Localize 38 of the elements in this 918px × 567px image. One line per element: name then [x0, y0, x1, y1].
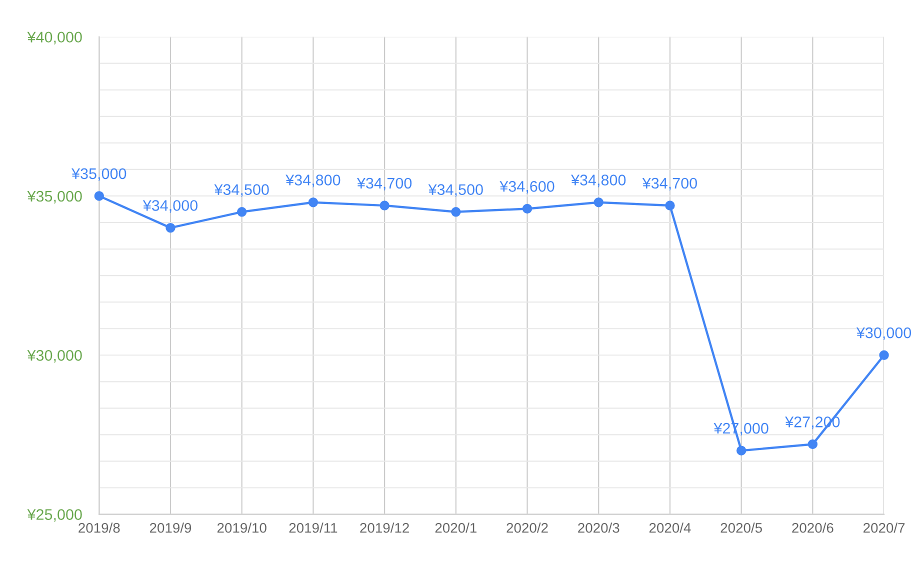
x-tick-label: 2020/5: [720, 522, 762, 533]
point: [879, 350, 889, 360]
data-label: ¥34,000: [142, 200, 198, 213]
y-tick-label: ¥25,000: [27, 509, 82, 522]
point: [236, 207, 247, 217]
point: [451, 207, 461, 217]
data-label: ¥34,500: [428, 184, 483, 197]
point: [308, 197, 318, 208]
point: [808, 439, 818, 450]
data-label: ¥30,000: [856, 327, 912, 340]
x-tick-label: 2020/1: [435, 522, 476, 533]
point: [94, 191, 104, 201]
point: [594, 197, 604, 208]
y-tick-label: ¥35,000: [27, 190, 82, 204]
x-tick-label: 2019/12: [360, 522, 409, 533]
x-tick-label: 2020/7: [863, 522, 905, 533]
point: [665, 200, 675, 210]
x-tick-label: 2020/2: [506, 522, 548, 533]
x-tick-label: 2019/8: [78, 522, 120, 533]
data-label: ¥34,700: [356, 178, 412, 190]
data-label: ¥34,700: [642, 178, 697, 190]
x-tick-label: 2020/3: [578, 522, 620, 533]
x-tick-label: 2019/10: [217, 522, 266, 533]
data-label: ¥34,600: [500, 180, 554, 194]
data-label: ¥34,800: [286, 174, 340, 188]
x-tick-label: 2020/6: [792, 522, 834, 533]
point: [522, 204, 532, 214]
y-tick-label: ¥40,000: [27, 32, 82, 44]
point: [736, 446, 746, 456]
data-label: ¥34,800: [570, 174, 626, 188]
x-tick-label: 2019/11: [289, 522, 338, 533]
x-tick-label: 2019/9: [150, 522, 192, 533]
x-tick-label: 2020/4: [649, 522, 691, 533]
point: [166, 222, 176, 233]
point: [380, 200, 390, 210]
y-tick-label: ¥30,000: [27, 350, 82, 363]
data-label: ¥35,000: [72, 168, 126, 181]
data-label: ¥34,500: [214, 184, 269, 197]
